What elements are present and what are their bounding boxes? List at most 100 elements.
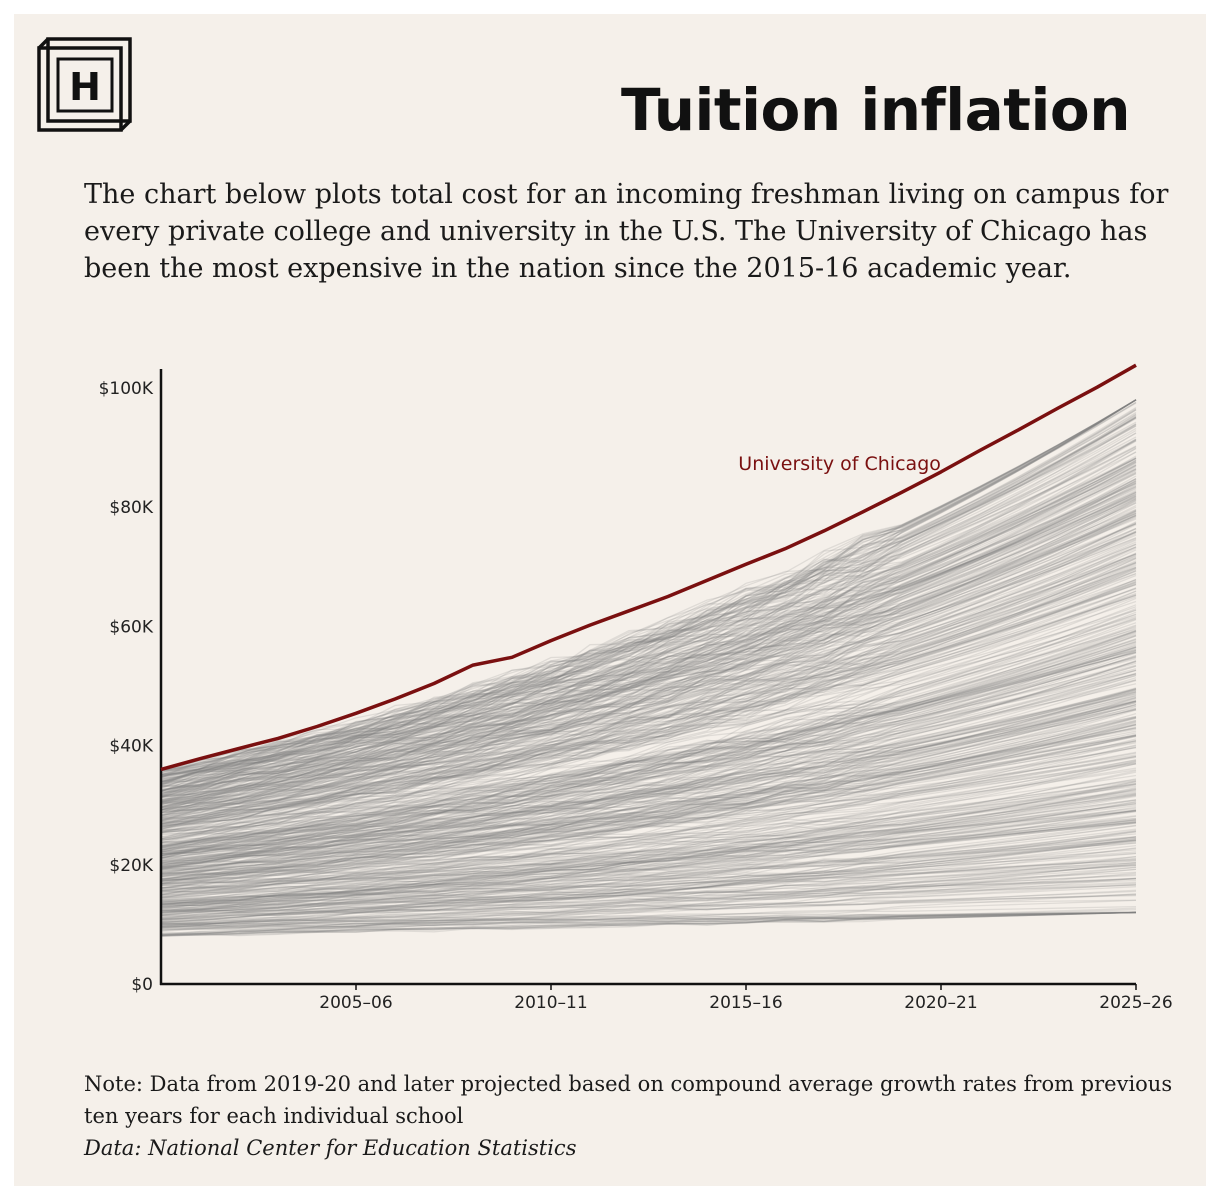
school-line xyxy=(160,884,1137,920)
school-line xyxy=(160,583,1137,830)
school-line xyxy=(160,717,1137,881)
school-line xyxy=(160,478,1137,805)
school-line xyxy=(160,481,1137,805)
school-line xyxy=(160,632,1137,857)
school-line xyxy=(160,475,1137,811)
school-line xyxy=(160,844,1137,922)
school-line xyxy=(160,911,1137,923)
school-line xyxy=(160,622,1137,847)
school-line xyxy=(160,399,1137,783)
school-line xyxy=(160,506,1137,800)
school-line xyxy=(160,746,1137,895)
school-line xyxy=(160,893,1137,926)
school-line xyxy=(160,799,1137,905)
school-line xyxy=(160,638,1137,854)
school-line xyxy=(160,778,1137,890)
school-line xyxy=(160,669,1137,868)
school-line xyxy=(160,763,1137,907)
school-line xyxy=(160,471,1137,793)
school-line xyxy=(160,793,1137,893)
school-line xyxy=(160,908,1137,936)
school-line xyxy=(160,579,1137,811)
school-line xyxy=(160,716,1137,874)
school-line xyxy=(160,459,1137,797)
school-line xyxy=(160,430,1137,790)
school-line xyxy=(160,877,1137,936)
school-line xyxy=(160,611,1137,856)
school-line xyxy=(160,755,1137,878)
school-line xyxy=(160,674,1137,862)
school-line xyxy=(160,836,1137,899)
school-line xyxy=(160,780,1137,911)
school-line xyxy=(160,866,1137,936)
school-line xyxy=(160,590,1137,834)
school-line xyxy=(160,703,1137,878)
school-line xyxy=(160,498,1137,812)
school-line xyxy=(160,594,1137,824)
school-line xyxy=(160,491,1137,802)
school-line xyxy=(160,459,1137,811)
school-line xyxy=(160,631,1137,858)
school-line xyxy=(160,715,1137,869)
school-line xyxy=(160,779,1137,885)
school-line xyxy=(160,493,1137,780)
school-line xyxy=(160,664,1137,844)
school-line xyxy=(160,480,1137,809)
school-line xyxy=(160,510,1137,818)
school-line xyxy=(160,438,1137,798)
school-line xyxy=(160,399,1137,778)
school-line xyxy=(160,561,1137,825)
school-line xyxy=(160,894,1137,923)
school-line xyxy=(160,439,1137,806)
school-line xyxy=(160,825,1137,915)
school-line xyxy=(160,794,1137,897)
school-line xyxy=(160,492,1137,810)
school-line xyxy=(160,581,1137,821)
school-line xyxy=(160,650,1137,867)
school-line xyxy=(160,502,1137,819)
school-line xyxy=(160,709,1137,887)
school-line xyxy=(160,809,1137,917)
school-line xyxy=(160,609,1137,847)
school-line xyxy=(160,501,1137,804)
school-line xyxy=(160,877,1137,927)
x-tick-label: 2015–16 xyxy=(709,993,782,1013)
school-line xyxy=(160,514,1137,814)
school-line xyxy=(160,486,1137,792)
school-line xyxy=(160,691,1137,864)
school-line xyxy=(160,822,1137,891)
school-line xyxy=(160,859,1137,901)
school-line xyxy=(160,879,1137,906)
school-line xyxy=(160,531,1137,811)
school-line xyxy=(160,858,1137,914)
school-line xyxy=(160,552,1137,831)
school-line xyxy=(160,700,1137,859)
school-line xyxy=(160,769,1137,875)
school-line xyxy=(160,615,1137,819)
school-line xyxy=(160,518,1137,787)
school-line xyxy=(160,583,1137,813)
school-line xyxy=(160,701,1137,868)
school-line xyxy=(160,478,1137,804)
school-line xyxy=(160,858,1137,908)
school-line xyxy=(160,521,1137,818)
school-line xyxy=(160,633,1137,840)
school-line xyxy=(160,401,1137,774)
school-line xyxy=(160,468,1137,793)
school-line xyxy=(160,818,1137,898)
school-line xyxy=(160,528,1137,827)
school-line xyxy=(160,448,1137,796)
school-line xyxy=(160,409,1137,785)
y-tick-label: $40K xyxy=(109,737,153,757)
school-line xyxy=(160,760,1137,904)
school-line xyxy=(160,782,1137,889)
chart-subtitle: The chart below plots total cost for an … xyxy=(84,179,1169,284)
school-line xyxy=(160,498,1137,816)
school-line xyxy=(160,556,1137,809)
school-line xyxy=(160,650,1137,856)
y-tick-label: $20K xyxy=(109,856,153,876)
school-line xyxy=(160,543,1137,808)
university-of-chicago-line xyxy=(160,363,1137,772)
school-line xyxy=(160,726,1137,882)
school-line xyxy=(160,821,1137,889)
